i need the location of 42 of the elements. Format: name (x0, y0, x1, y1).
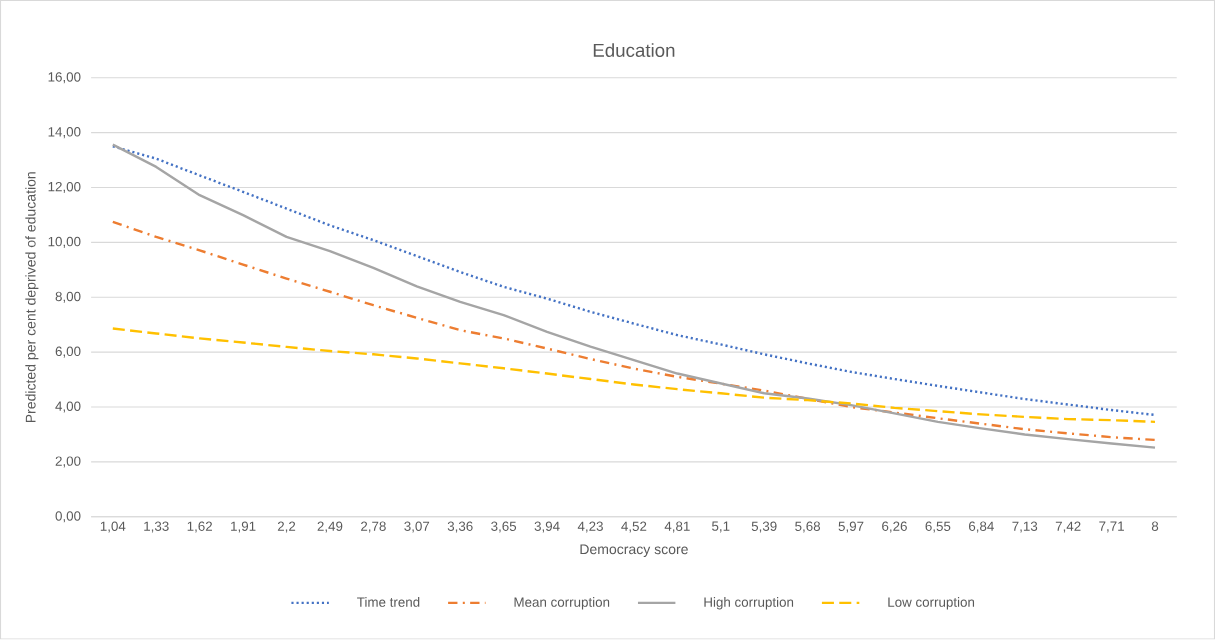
x-tick-label: 2,49 (317, 521, 343, 533)
y-tick-label: 6,00 (55, 346, 81, 358)
x-tick-label: 5,97 (838, 521, 864, 533)
x-tick-label: 3,07 (404, 521, 430, 533)
x-tick-label: 4,52 (621, 521, 647, 533)
x-tick-label: 3,36 (447, 521, 473, 533)
x-tick-label: 6,26 (882, 521, 907, 533)
y-tick-label: 10,00 (48, 237, 81, 249)
x-tick-label: 1,62 (187, 521, 212, 533)
y-tick-label: 16,00 (48, 72, 81, 84)
x-tick-label: 4,23 (577, 521, 603, 533)
line-series (111, 327, 1157, 424)
x-tick-label: 7,42 (1055, 521, 1081, 533)
x-tick-label: 1,33 (144, 521, 169, 533)
x-tick-label: 3,65 (491, 521, 517, 533)
y-tick-label: 2,00 (55, 456, 81, 468)
y-tick-label: 12,00 (48, 182, 81, 194)
x-tick-label: 4,81 (664, 521, 690, 533)
x-tick-label: 2,2 (277, 521, 296, 533)
x-tick-label: 6,84 (968, 521, 994, 533)
x-tick-label: 7,71 (1099, 521, 1124, 533)
legend-label: Mean corruption (514, 597, 610, 610)
chart-title: Education (593, 43, 675, 58)
x-axis-title: Democracy score (580, 544, 688, 558)
y-tick-label: 14,00 (48, 127, 81, 139)
x-tick-label: 7,13 (1012, 521, 1038, 533)
legend-label: Low corruption (888, 597, 975, 610)
x-tick-label: 2,78 (361, 521, 386, 533)
x-tick-label: 1,91 (231, 521, 256, 533)
x-tick-label: 3,94 (534, 521, 560, 533)
x-tick-label: 5,39 (751, 521, 777, 533)
x-tick-label: 6,55 (925, 521, 951, 533)
x-tick-label: 8 (1151, 521, 1159, 532)
x-tick-label: 5,68 (795, 521, 821, 533)
y-tick-label: 8,00 (55, 291, 81, 303)
legend-label: High corruption (704, 597, 794, 610)
legend-label: Time trend (357, 597, 420, 608)
x-tick-label: 1,04 (100, 521, 126, 533)
y-tick-label: 0,00 (55, 511, 81, 523)
x-tick-label: 5,1 (712, 521, 730, 533)
y-tick-label: 4,00 (55, 401, 81, 413)
y-axis-title: Predicted per cent deprived of education (25, 172, 39, 423)
